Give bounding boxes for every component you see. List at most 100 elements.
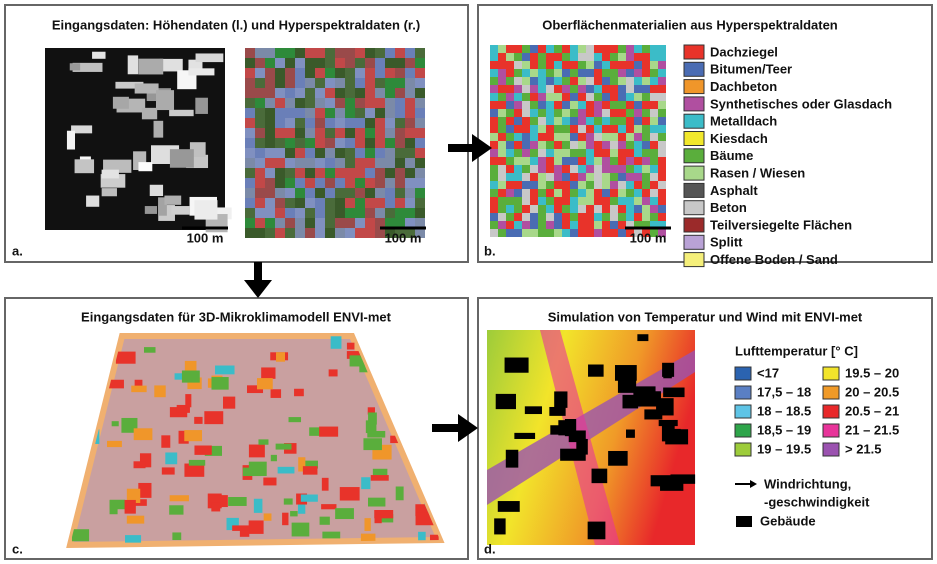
pixel: [562, 165, 570, 173]
model-block: [194, 416, 203, 424]
pixel: [530, 173, 538, 181]
building: [633, 386, 656, 396]
pixel: [395, 148, 405, 158]
pixel: [522, 141, 530, 149]
building: [658, 419, 678, 427]
pixel: [295, 98, 305, 108]
pixel: [578, 93, 586, 101]
pixel: [395, 108, 405, 118]
model-block: [335, 508, 354, 520]
pixel: [602, 85, 610, 93]
legend-label: 18 – 18.5: [757, 403, 811, 418]
pixel: [490, 205, 498, 213]
pixel: [395, 68, 405, 78]
pixel: [618, 141, 626, 149]
legend-swatch: [822, 442, 840, 457]
pixel: [602, 117, 610, 125]
pixel: [570, 53, 578, 61]
pixel: [610, 181, 618, 189]
pixel: [642, 109, 650, 117]
pixel: [562, 189, 570, 197]
pixel: [538, 125, 546, 133]
pixel: [530, 165, 538, 173]
model-block: [121, 417, 138, 433]
pixel: [626, 101, 634, 109]
pixel: [375, 198, 385, 208]
pixel: [506, 157, 514, 165]
pixel: [658, 125, 666, 133]
pixel: [255, 138, 265, 148]
pixel: [650, 189, 658, 197]
pixel: [335, 138, 345, 148]
pixel: [602, 133, 610, 141]
pixel: [642, 45, 650, 53]
pixel: [626, 157, 634, 165]
pixel: [275, 158, 285, 168]
pixel: [546, 229, 554, 237]
pixel: [305, 128, 315, 138]
pixel: [506, 101, 514, 109]
pixel: [570, 189, 578, 197]
model-block: [309, 427, 323, 436]
pixel: [315, 98, 325, 108]
pixel: [610, 213, 618, 221]
pixel: [275, 188, 285, 198]
pixel: [610, 101, 618, 109]
pixel: [498, 157, 506, 165]
pixel: [610, 229, 618, 237]
pixel: [530, 85, 538, 93]
pixel: [514, 45, 522, 53]
pixel: [490, 45, 498, 53]
pixel: [642, 205, 650, 213]
pixel: [634, 141, 642, 149]
pixel: [546, 61, 554, 69]
pixel: [265, 88, 275, 98]
pixel: [586, 149, 594, 157]
legend-label: 18,5 – 19: [757, 422, 811, 437]
pixel: [554, 197, 562, 205]
pixel: [365, 108, 375, 118]
legend-swatch: [683, 182, 705, 198]
model-block: [246, 385, 264, 394]
pixel: [562, 125, 570, 133]
pixel: [530, 181, 538, 189]
pixel: [385, 68, 395, 78]
pixel: [522, 45, 530, 53]
pixel: [522, 93, 530, 101]
pixel: [610, 93, 618, 101]
pixel: [522, 53, 530, 61]
pixel: [285, 98, 295, 108]
pixel: [546, 213, 554, 221]
pixel: [245, 108, 255, 118]
pixel: [345, 228, 355, 238]
pixel: [610, 205, 618, 213]
pixel: [658, 205, 666, 213]
pixel: [285, 128, 295, 138]
model-block: [374, 509, 394, 519]
model-block: [187, 377, 202, 390]
pixel: [285, 228, 295, 238]
pixel: [578, 213, 586, 221]
model-block: [71, 529, 90, 542]
pixel: [275, 138, 285, 148]
pixel: [265, 218, 275, 228]
pixel: [295, 188, 305, 198]
pixel: [365, 78, 375, 88]
pixel: [506, 181, 514, 189]
pixel: [275, 48, 285, 58]
pixel: [570, 221, 578, 229]
building: [568, 430, 586, 443]
pixel: [365, 138, 375, 148]
model-block: [204, 411, 224, 425]
pixel: [295, 228, 305, 238]
pixel: [642, 77, 650, 85]
pixel: [255, 78, 265, 88]
pixel: [650, 165, 658, 173]
pixel: [538, 229, 546, 237]
pixel: [375, 78, 385, 88]
model-block: [253, 498, 263, 513]
pixel: [514, 125, 522, 133]
model-block: [184, 463, 205, 477]
pixel: [415, 48, 425, 58]
